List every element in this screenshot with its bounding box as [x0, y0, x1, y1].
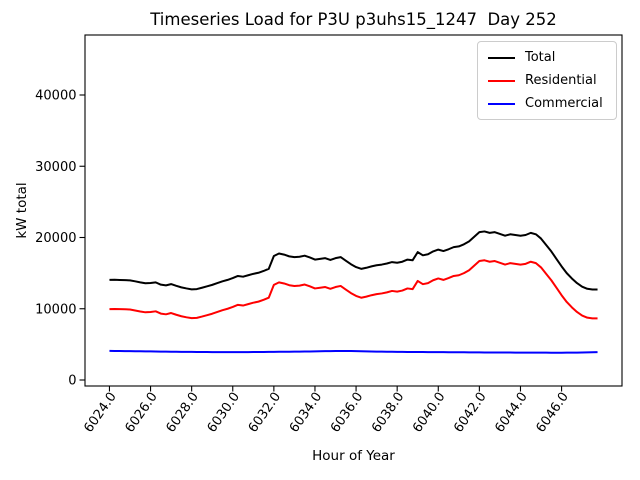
data-lines: [109, 230, 598, 354]
x-tick-label: 6040.0: [410, 390, 448, 436]
y-axis-ticks: 0 10000 20000 30000 40000: [35, 88, 85, 389]
y-tick-label: 30000: [35, 160, 76, 175]
x-axis-label: Hour of Year: [312, 448, 395, 464]
line-commercial: [109, 349, 598, 354]
line-residential: [109, 259, 598, 320]
residential-line-swatch: [488, 79, 515, 82]
x-tick-label: 6028.0: [164, 390, 202, 436]
legend-label-total: Total: [525, 50, 556, 65]
x-tick-label: 6030.0: [205, 390, 243, 436]
legend-entry-residential: Residential: [488, 73, 606, 88]
x-tick-label: 6044.0: [492, 390, 530, 436]
y-tick-label: 0: [68, 374, 76, 389]
total-line-swatch: [488, 56, 515, 59]
x-tick-label: 6032.0: [246, 390, 284, 436]
commercial-line-swatch: [488, 102, 515, 105]
x-tick-label: 6042.0: [451, 390, 489, 436]
chart-title: Timeseries Load for P3U p3uhs15_1247 Day…: [149, 10, 557, 30]
x-tick-label: 6046.0: [533, 390, 571, 436]
legend-label-residential: Residential: [525, 73, 597, 88]
legend-label-commercial: Commercial: [525, 96, 603, 111]
axes-spines: [84, 34, 623, 387]
x-tick-label: 6038.0: [369, 390, 407, 436]
y-tick-label: 20000: [35, 231, 76, 246]
x-tick-label: 6026.0: [122, 390, 160, 436]
legend-entry-total: Total: [488, 50, 606, 65]
x-tick-label: 6036.0: [328, 390, 366, 436]
x-axis-ticks: 6024.0 6026.0 6028.0 6030.0 6032.0 6034.0 6036…: [81, 386, 572, 436]
legend: Total Residential Commercial: [477, 41, 617, 120]
x-tick-label: 6034.0: [287, 390, 325, 436]
y-tick-label: 10000: [35, 302, 76, 317]
line-total: [109, 230, 598, 291]
legend-entry-commercial: Commercial: [488, 96, 606, 111]
y-axis-label: kW total: [14, 182, 30, 238]
y-tick-label: 40000: [35, 88, 76, 103]
x-tick-label: 6024.0: [81, 390, 119, 436]
